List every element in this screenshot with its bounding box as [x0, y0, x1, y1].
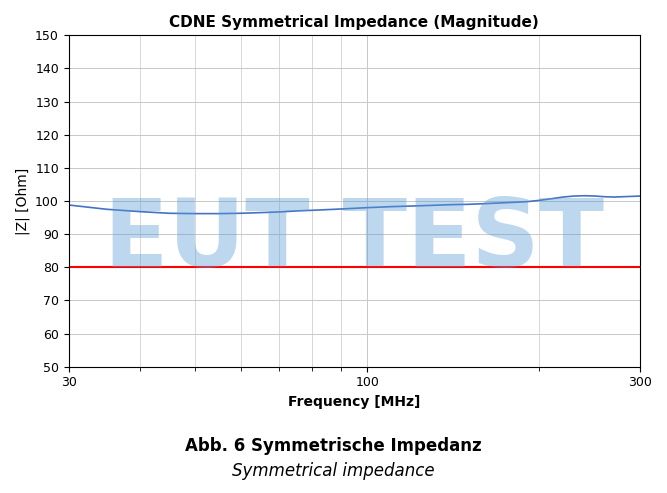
Title: CDNE Symmetrical Impedance (Magnitude): CDNE Symmetrical Impedance (Magnitude) [169, 15, 539, 30]
Text: EUT TEST: EUT TEST [104, 195, 604, 287]
Text: Abb. 6 Symmetrische Impedanz: Abb. 6 Symmetrische Impedanz [185, 437, 482, 455]
Text: Symmetrical impedance: Symmetrical impedance [232, 462, 435, 480]
Y-axis label: |Z| [Ohm]: |Z| [Ohm] [15, 168, 29, 235]
X-axis label: Frequency [MHz]: Frequency [MHz] [288, 395, 421, 409]
